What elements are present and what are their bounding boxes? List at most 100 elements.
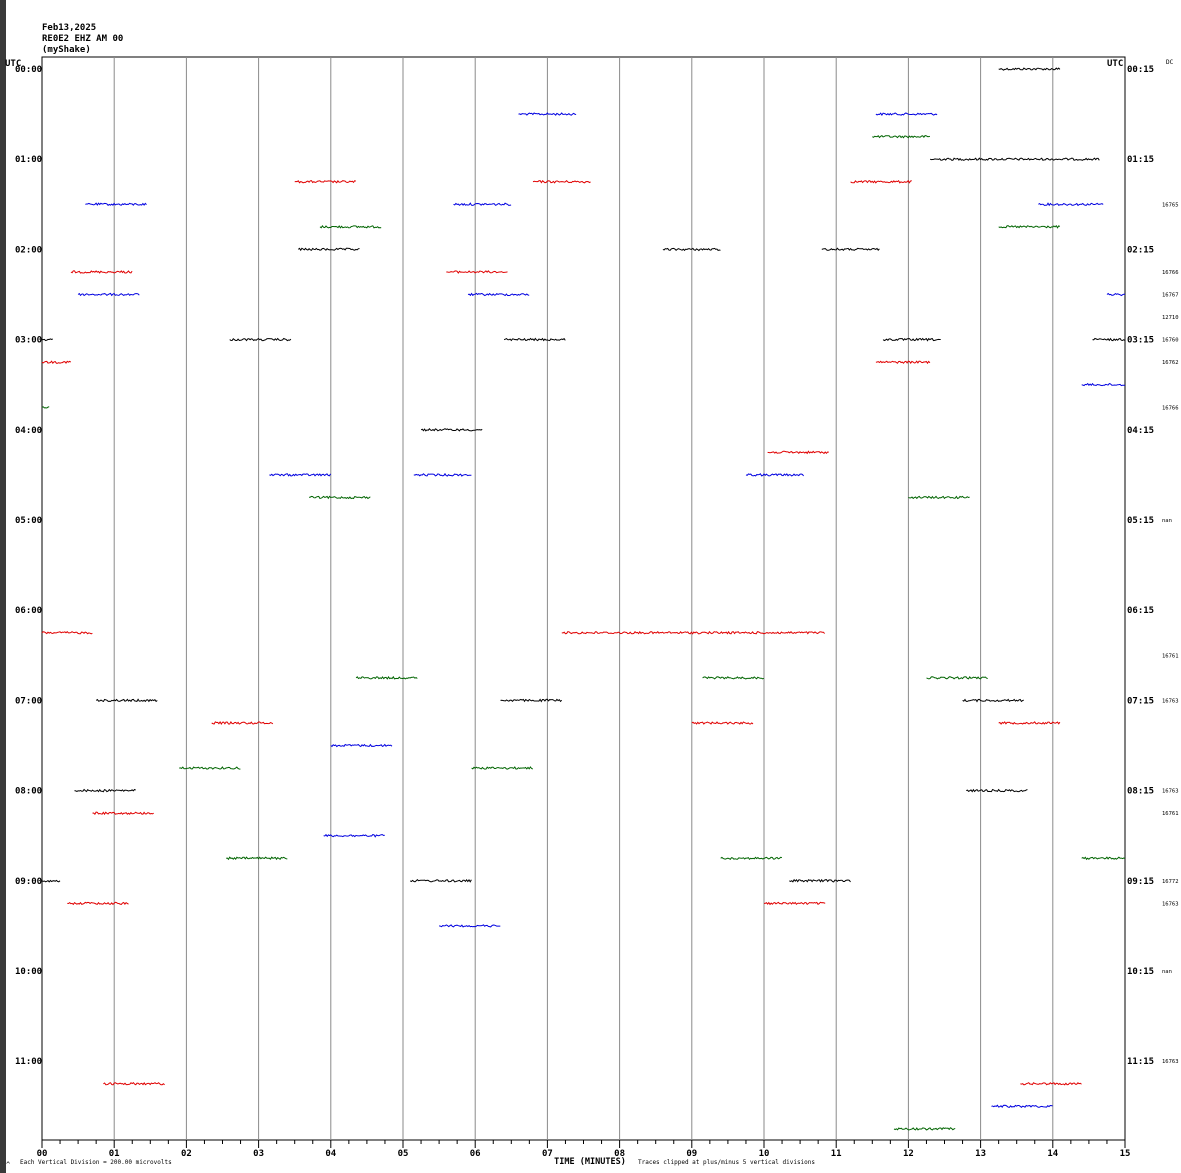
left-time-label: 08:00 <box>15 787 42 797</box>
trace-segment <box>269 473 332 477</box>
left-time-label: 01:00 <box>15 155 42 165</box>
trace-segment <box>691 721 754 725</box>
header-station: RE0E2 EHZ AM 00 <box>42 34 124 44</box>
left-time-label: 05:00 <box>15 516 42 526</box>
left-time-label: 09:00 <box>15 877 42 887</box>
dc-value-label: 12710 <box>1162 315 1179 321</box>
trace-segment <box>95 698 158 703</box>
right-time-label: 07:15 <box>1127 696 1154 706</box>
trace-segment <box>308 495 371 500</box>
x-tick-label: 12 <box>903 1149 914 1159</box>
x-tick-label: 01 <box>109 1149 120 1159</box>
dc-values: 16765 16766 16767 12710 16760 16762 16766 nan 16… <box>1162 202 1179 1065</box>
trace-segment <box>998 67 1061 71</box>
trace-segment <box>420 428 483 432</box>
trace-segment <box>413 472 472 477</box>
dc-value-label: 16765 <box>1162 202 1179 208</box>
x-axis-title: TIME (MINUTES) <box>554 1157 626 1167</box>
x-tick-label: 02 <box>181 1149 192 1159</box>
trace-segment <box>882 337 941 342</box>
trace-segment <box>821 247 880 252</box>
right-time-label: 10:15 <box>1127 967 1154 977</box>
x-tick-label: 05 <box>398 1149 409 1159</box>
trace-segment <box>1020 1082 1082 1086</box>
trace-segment <box>764 901 826 906</box>
right-time-label: 01:15 <box>1127 155 1154 165</box>
dc-value-label: 16767 <box>1162 293 1179 299</box>
right-time-label: 02:15 <box>1127 245 1154 255</box>
trace-segment <box>518 112 577 116</box>
trace-segment <box>446 270 508 274</box>
plot-frame <box>41 56 1126 1141</box>
left-time-labels: 00:00 01:00 02:00 03:00 04:00 05:00 06:00 07:00… <box>15 65 42 1067</box>
trace-segment <box>229 337 292 342</box>
trace-segment <box>323 833 385 838</box>
dc-value-label: 16761 <box>1162 653 1179 659</box>
trace-segment <box>92 811 154 816</box>
trace-segment <box>225 856 288 861</box>
x-tick-label: 11 <box>831 1149 842 1159</box>
header-source: (myShake) <box>42 45 91 55</box>
dc-value-label: nan <box>1162 518 1172 524</box>
trace-segment <box>1081 856 1125 861</box>
window-left-edge <box>0 0 6 1173</box>
left-time-label: 02:00 <box>15 245 42 255</box>
dc-value-label: 16763 <box>1162 901 1179 907</box>
trace-segment <box>1092 337 1126 342</box>
trace-segment <box>467 292 530 297</box>
trace-segment <box>767 450 829 455</box>
trace-segment <box>908 495 970 500</box>
right-time-label: 03:15 <box>1127 336 1154 346</box>
right-time-label: 11:15 <box>1127 1057 1154 1067</box>
trace-segment <box>500 698 563 703</box>
dc-value-label: 16772 <box>1162 879 1179 885</box>
dc-value-label: 16763 <box>1162 1059 1179 1065</box>
trace-segment <box>929 157 1100 161</box>
trace-segment <box>998 721 1061 725</box>
trace-segment <box>319 225 382 229</box>
trace-segment <box>471 766 533 770</box>
right-utc-label: UTC <box>1107 59 1123 69</box>
trace-segment <box>926 676 988 680</box>
trace-segment <box>453 202 512 206</box>
trace-segment <box>70 270 133 274</box>
trace-segment <box>1081 382 1125 387</box>
trace-segment <box>1038 202 1104 207</box>
trace-segment <box>991 1104 1053 1109</box>
x-tick-label: 06 <box>470 1149 481 1159</box>
clip-note: Traces clipped at plus/minus 5 vertical … <box>638 1159 815 1166</box>
trace-segment <box>439 924 501 928</box>
right-time-label: 00:15 <box>1127 65 1154 75</box>
trace-segment <box>561 630 825 635</box>
left-time-label: 04:00 <box>15 426 42 436</box>
dc-value-label: 16761 <box>1162 811 1179 817</box>
trace-segment <box>41 360 72 365</box>
right-time-label: 05:15 <box>1127 516 1154 526</box>
x-tick-label: 04 <box>325 1149 336 1159</box>
trace-segments <box>41 67 1126 1131</box>
trace-segment <box>355 675 418 680</box>
trace-segment <box>67 901 129 906</box>
corner-mark: ^ <box>6 1161 10 1169</box>
time-axis: 00 01 02 03 04 05 06 07 08 09 10 11 12 13 14 15 <box>37 1140 1130 1159</box>
trace-segment <box>409 878 472 883</box>
left-time-label: 07:00 <box>15 696 42 706</box>
dc-value-label: 16763 <box>1162 789 1179 795</box>
x-tick-label: 08 <box>614 1149 625 1159</box>
trace-segment <box>41 631 93 635</box>
header-date: Feb13,2025 <box>42 23 97 33</box>
x-tick-label: 14 <box>1047 1149 1058 1159</box>
left-time-label: 03:00 <box>15 336 42 346</box>
trace-segment <box>297 247 360 252</box>
left-time-label: 00:00 <box>15 65 42 75</box>
left-utc-label: UTC <box>5 59 21 69</box>
right-dc-label: DC <box>1166 59 1174 66</box>
dc-value-label: 16762 <box>1162 360 1179 366</box>
trace-segment <box>875 112 938 117</box>
trace-segment <box>503 337 566 342</box>
dc-value-label: nan <box>1162 969 1172 975</box>
trace-segment <box>85 202 147 206</box>
trace-segment <box>745 473 804 477</box>
trace-segment <box>294 179 357 184</box>
